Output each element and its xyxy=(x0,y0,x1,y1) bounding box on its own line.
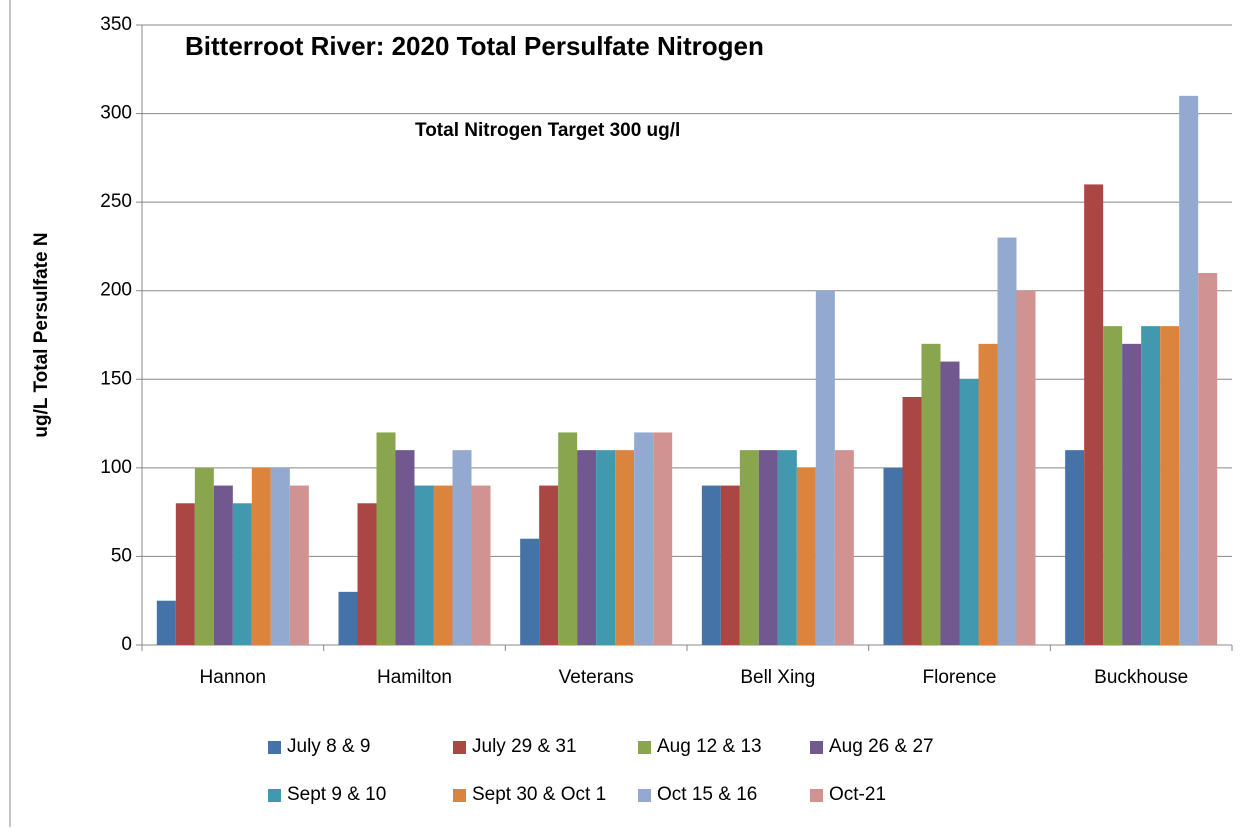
bar xyxy=(1084,184,1104,645)
bar xyxy=(653,432,673,645)
bar xyxy=(175,503,195,645)
bar xyxy=(815,290,835,645)
y-tick-label: 50 xyxy=(111,545,132,566)
y-tick-label: 100 xyxy=(100,457,132,478)
bar xyxy=(194,467,214,645)
x-tick-label: Hamilton xyxy=(377,667,452,688)
bar xyxy=(777,450,797,645)
legend-swatch xyxy=(638,741,651,754)
y-tick-label: 200 xyxy=(100,280,132,301)
bar xyxy=(471,485,491,645)
y-axis-label: ug/L Total Persulfate N xyxy=(31,232,52,437)
bar xyxy=(921,343,941,645)
x-tick-label: Bell Xing xyxy=(740,667,815,688)
bar xyxy=(596,450,616,645)
bar xyxy=(577,450,597,645)
legend-label: Aug 26 & 27 xyxy=(829,736,934,757)
bar xyxy=(558,432,578,645)
chart-title: Bitterroot River: 2020 Total Persulfate … xyxy=(185,31,764,61)
y-tick-label: 300 xyxy=(100,103,132,124)
legend-label: July 29 & 31 xyxy=(472,736,577,757)
bar xyxy=(338,591,358,645)
bar xyxy=(940,361,960,645)
bar xyxy=(902,397,922,645)
bar xyxy=(156,600,176,645)
bar xyxy=(251,467,271,645)
bar xyxy=(1122,343,1142,645)
bar xyxy=(978,343,998,645)
legend-swatch xyxy=(453,789,466,802)
x-tick-label: Veterans xyxy=(559,667,634,688)
x-tick-label: Buckhouse xyxy=(1094,667,1188,688)
x-tick-label: Hannon xyxy=(200,667,267,688)
legend-label: Aug 12 & 13 xyxy=(657,736,762,757)
y-tick-label: 350 xyxy=(100,14,132,35)
bar xyxy=(1103,326,1123,645)
bar xyxy=(959,379,979,645)
bar xyxy=(1179,95,1199,646)
legend-label: July 8 & 9 xyxy=(287,736,370,757)
legend-label: Sept 30 & Oct 1 xyxy=(472,784,606,805)
legend-swatch xyxy=(453,741,466,754)
legend-label: Oct 15 & 16 xyxy=(657,784,757,805)
bar xyxy=(357,503,377,645)
bar xyxy=(634,432,654,645)
bar xyxy=(376,432,396,645)
bar xyxy=(289,485,309,645)
annotation: Total Nitrogen Target 300 ug/l xyxy=(415,120,680,141)
bar xyxy=(414,485,434,645)
bar xyxy=(615,450,635,645)
bar xyxy=(1141,326,1161,645)
bar xyxy=(739,450,759,645)
bar xyxy=(1065,450,1085,645)
bar xyxy=(720,485,740,645)
legend-swatch xyxy=(268,741,281,754)
legend-swatch xyxy=(810,741,823,754)
bar xyxy=(433,485,453,645)
bar xyxy=(1198,273,1218,645)
legend-swatch xyxy=(810,789,823,802)
legend-swatch xyxy=(268,789,281,802)
bar xyxy=(270,467,290,645)
bar xyxy=(232,503,252,645)
legend-swatch xyxy=(638,789,651,802)
y-tick-label: 0 xyxy=(121,634,132,655)
y-tick-label: 150 xyxy=(100,368,132,389)
bar xyxy=(520,538,540,645)
bar xyxy=(452,450,472,645)
y-tick-label: 250 xyxy=(100,191,132,212)
bar xyxy=(883,467,903,645)
bar xyxy=(1160,326,1180,645)
chart-frame xyxy=(9,0,1250,832)
bar xyxy=(539,485,559,645)
bar xyxy=(213,485,233,645)
x-tick-label: Florence xyxy=(923,667,997,688)
bar xyxy=(834,450,854,645)
legend-label: Oct-21 xyxy=(829,784,886,805)
bar xyxy=(701,485,721,645)
bar xyxy=(395,450,415,645)
legend-label: Sept 9 & 10 xyxy=(287,784,386,805)
bar xyxy=(997,237,1017,646)
bar xyxy=(796,467,816,645)
bar xyxy=(758,450,778,645)
bar xyxy=(1016,290,1036,645)
